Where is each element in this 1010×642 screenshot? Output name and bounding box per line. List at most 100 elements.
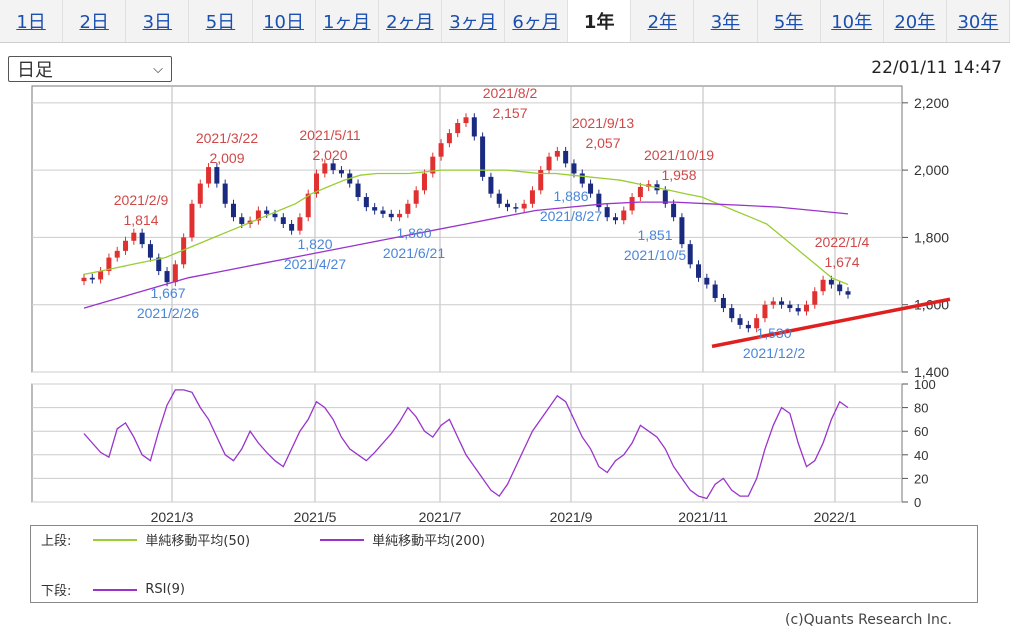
- candle-body: [812, 291, 818, 305]
- candle-body: [280, 217, 286, 224]
- candle-body: [164, 271, 170, 283]
- tab-5[interactable]: 1ヶ月: [316, 0, 379, 42]
- timestamp: 22/01/11 14:47: [871, 58, 1002, 78]
- x-tick-label: 2021/7: [419, 509, 462, 525]
- annotation-date: 2021/10/5: [624, 247, 686, 263]
- candle-body: [314, 173, 320, 194]
- candle-body: [380, 210, 386, 214]
- tab-15[interactable]: 30年: [947, 0, 1010, 42]
- price-y-tick-label: 1,400: [914, 364, 949, 380]
- legend-box: 上段: 単純移動平均(50) 単純移動平均(200) 下段: RSI(9): [30, 525, 978, 603]
- candle-body: [696, 264, 702, 278]
- candle-body: [629, 197, 635, 211]
- x-tick-label: 2021/5: [294, 509, 337, 525]
- x-tick-label: 2022/1: [814, 509, 857, 525]
- candle-body: [123, 240, 129, 251]
- candle-body: [571, 163, 577, 174]
- tab-2[interactable]: 3日: [126, 0, 190, 42]
- annotation-value: 1,674: [824, 254, 859, 270]
- candle-body: [496, 193, 502, 204]
- candle-body: [330, 163, 336, 171]
- candle-body: [729, 308, 735, 319]
- legend-sma50-line-icon: [93, 538, 138, 541]
- candle-body: [181, 237, 187, 265]
- tab-12[interactable]: 5年: [758, 0, 821, 42]
- candle-body: [397, 213, 403, 218]
- candle-body: [413, 190, 419, 204]
- candle-body: [430, 156, 436, 174]
- legend-upper-row: 上段: 単純移動平均(50) 単純移動平均(200): [41, 530, 485, 549]
- tab-0[interactable]: 1日: [0, 0, 64, 42]
- x-tick-label: 2021/3: [151, 509, 194, 525]
- candle-body: [754, 318, 760, 329]
- candle-body: [687, 244, 693, 265]
- tab-9[interactable]: 1年: [568, 0, 632, 42]
- candle-body: [230, 203, 236, 218]
- candle-body: [612, 217, 618, 221]
- candle-body: [480, 136, 486, 177]
- annotation-date: 2022/1/4: [815, 234, 870, 250]
- legend-sma200-line-icon: [320, 538, 365, 541]
- annotation-date: 2021/3/22: [196, 130, 258, 146]
- legend-upper-label: 上段:: [41, 534, 72, 549]
- support-trendline: [711, 297, 951, 349]
- tab-10[interactable]: 2年: [631, 0, 695, 42]
- candle-body: [488, 176, 494, 194]
- candle-body: [637, 186, 643, 198]
- candle-body: [355, 183, 361, 198]
- candle-body: [147, 244, 153, 258]
- candle-body: [779, 301, 785, 305]
- annotation-value: 1,814: [123, 212, 158, 228]
- tab-14[interactable]: 20年: [884, 0, 947, 42]
- candle-body: [156, 257, 162, 272]
- candle-body: [421, 173, 427, 191]
- candle-body: [455, 123, 461, 134]
- candle-body: [438, 143, 444, 157]
- annotation-value: 1,958: [661, 167, 696, 183]
- candle-body: [770, 301, 776, 305]
- candle-body: [98, 271, 104, 280]
- chevron-down-icon: ⌵: [153, 61, 163, 77]
- rsi-line: [83, 389, 849, 500]
- candle-body: [189, 203, 195, 238]
- tab-3[interactable]: 5日: [189, 0, 253, 42]
- price-y-tick-label: 2,000: [914, 162, 949, 178]
- rsi-y-tick-label: 20: [914, 471, 928, 486]
- candle-body: [737, 318, 743, 325]
- legend-rsi-label: RSI(9): [145, 582, 185, 597]
- annotation-value: 1,851: [637, 227, 672, 243]
- tab-11[interactable]: 3年: [694, 0, 758, 42]
- candle-body: [546, 156, 552, 171]
- candle-body: [662, 190, 668, 204]
- candle-body: [563, 150, 569, 164]
- tab-7[interactable]: 3ヶ月: [442, 0, 505, 42]
- candle-body: [405, 203, 411, 214]
- tab-4[interactable]: 10日: [253, 0, 316, 42]
- stock-chart: 2021/3 2021/5 2021/7 2021/9 2021/11 2022/1 1,4…: [31, 85, 951, 525]
- rsi-y-tick-label: 100: [914, 377, 936, 392]
- candle-body: [845, 291, 851, 295]
- x-tick-label: 2021/9: [550, 509, 593, 525]
- legend-sma50-label: 単純移動平均(50): [145, 534, 251, 549]
- period-select[interactable]: 日足 ⌵: [8, 56, 172, 82]
- rsi-plot-frame: [31, 383, 903, 503]
- sma200-line: [83, 201, 849, 309]
- candle-body: [820, 279, 826, 292]
- candle-body: [81, 277, 87, 282]
- annotation-date: 2021/5/11: [299, 127, 360, 143]
- candle-body: [139, 232, 145, 245]
- candle-body: [513, 207, 519, 209]
- candle-body: [89, 277, 95, 280]
- candle-body: [596, 193, 602, 208]
- tab-1[interactable]: 2日: [63, 0, 127, 42]
- candle-body: [720, 297, 726, 309]
- tab-8[interactable]: 6ヶ月: [505, 0, 569, 42]
- candle-body: [521, 203, 527, 209]
- tab-13[interactable]: 10年: [821, 0, 884, 42]
- annotation-value: 1,886: [553, 188, 588, 204]
- candle-body: [787, 304, 793, 309]
- candle-body: [363, 197, 369, 208]
- candle-body: [131, 232, 137, 241]
- tab-6[interactable]: 2ヶ月: [379, 0, 442, 42]
- candle-body: [338, 170, 344, 174]
